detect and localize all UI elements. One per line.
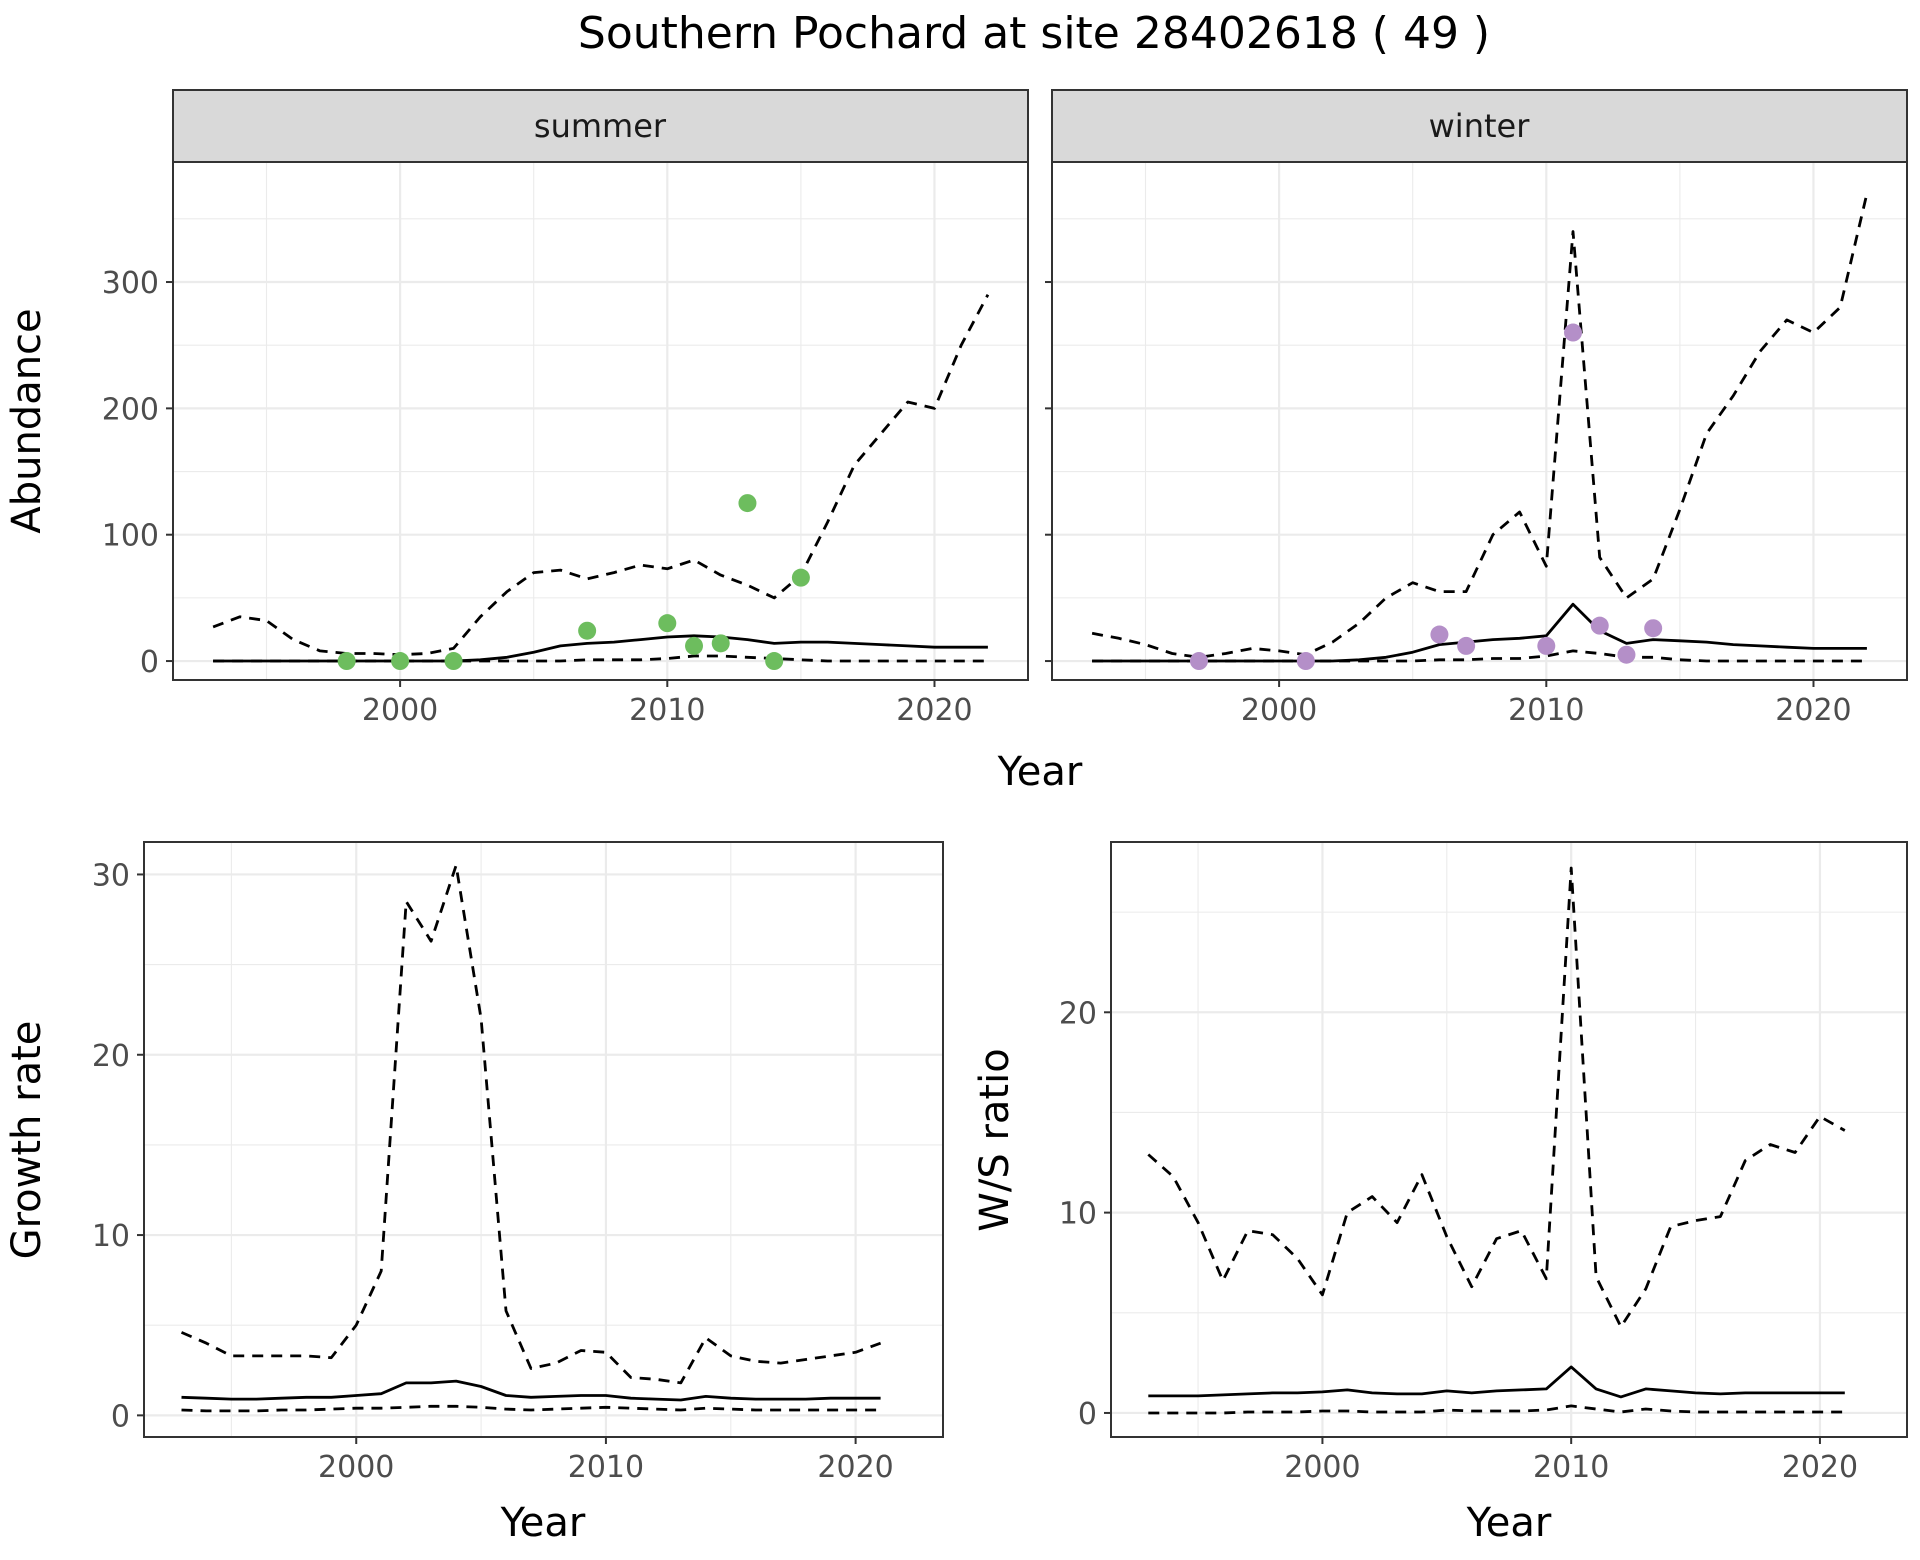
abundance-winter-x-tick-label: 2020 xyxy=(1775,693,1851,728)
abundance-winter-line-lower xyxy=(1092,649,1867,663)
ws-ratio-line-lower xyxy=(1148,1404,1845,1415)
strip-label-summer: summer xyxy=(534,107,667,145)
growth-rate-panel-border xyxy=(143,841,944,1438)
abundance-summer-x-tick-label: 2000 xyxy=(362,693,438,728)
strip-summer xyxy=(172,89,1029,163)
ws-ratio-line-upper xyxy=(1147,866,1846,1329)
abundance-summer-point xyxy=(791,568,810,587)
abundance-summer-point xyxy=(444,652,463,671)
abundance-winter-panel-border xyxy=(1051,161,1908,681)
strip-winter xyxy=(1051,89,1908,163)
abundance-winter-point xyxy=(1644,619,1663,638)
abundance-summer-line-upper xyxy=(212,294,990,657)
x-axis-label-abundance: Year xyxy=(997,749,1083,795)
growth-rate-y-tick-label: 30 xyxy=(92,858,130,893)
growth-rate-line-upper xyxy=(180,864,882,1385)
growth-rate-y-tick-label: 20 xyxy=(92,1039,130,1074)
abundance-summer-x-tick-label: 2020 xyxy=(896,693,972,728)
growth-rate-x-tick-label: 2020 xyxy=(817,1450,893,1485)
abundance-winter-point xyxy=(1617,645,1636,664)
abundance-winter-x-tick-label: 2000 xyxy=(1241,693,1317,728)
growth-rate-x-tick-label: 2000 xyxy=(318,1450,394,1485)
ws-ratio-y-tick-label: 0 xyxy=(1078,1397,1097,1432)
ws-ratio-panel-border xyxy=(1110,841,1908,1438)
growth-rate-y-tick-label: 10 xyxy=(92,1219,130,1254)
abundance-summer-point xyxy=(578,621,597,640)
abundance-summer-y-tick-label: 200 xyxy=(102,392,159,427)
ws-ratio-x-tick-label: 2000 xyxy=(1284,1450,1360,1485)
y-axis-label-ws-ratio: W/S ratio xyxy=(972,1048,1018,1231)
abundance-summer-y-tick-label: 100 xyxy=(102,519,159,554)
abundance-summer-y-tick-label: 0 xyxy=(140,645,159,680)
x-axis-label-growth-rate: Year xyxy=(500,1500,586,1546)
x-axis-label-ws-ratio: Year xyxy=(1466,1500,1552,1546)
growth-rate-line-mean xyxy=(181,1379,881,1402)
growth-rate-x-tick-label: 2010 xyxy=(568,1450,644,1485)
y-axis-label-growth-rate: Growth rate xyxy=(4,1021,50,1260)
panel-ws-ratio: 2000 2010 2020 0 10 20 W/S ratio Year xyxy=(972,841,1908,1546)
abundance-winter-point xyxy=(1296,652,1315,671)
ws-ratio-x-tick-label: 2020 xyxy=(1782,1450,1858,1485)
abundance-winter-point xyxy=(1564,323,1583,342)
ws-ratio-line-mean xyxy=(1148,1365,1845,1399)
abundance-winter-point xyxy=(1537,636,1556,655)
abundance-summer-point xyxy=(337,652,356,671)
panel-growth-rate: 2000 2010 2020 0 10 20 30 Growth rate Year xyxy=(4,841,944,1546)
abundance-summer-point xyxy=(765,652,784,671)
abundance-summer-x-tick-label: 2010 xyxy=(629,693,705,728)
abundance-summer-point xyxy=(685,636,704,655)
abundance-summer-point xyxy=(391,652,410,671)
abundance-summer-point xyxy=(738,494,757,513)
figure-title: Southern Pochard at site 28402618 ( 49 ) xyxy=(578,8,1490,59)
ws-ratio-x-tick-label: 2010 xyxy=(1533,1450,1609,1485)
abundance-winter-line-mean xyxy=(1092,602,1867,663)
abundance-summer-y-tick-label: 300 xyxy=(102,266,159,301)
abundance-winter-x-tick-label: 2010 xyxy=(1508,693,1584,728)
abundance-summer-point xyxy=(658,614,677,633)
ws-ratio-y-tick-label: 10 xyxy=(1059,1197,1097,1232)
abundance-winter-point xyxy=(1457,636,1476,655)
growth-rate-y-tick-label: 0 xyxy=(111,1399,130,1434)
abundance-winter-point xyxy=(1590,616,1609,635)
growth-rate-line-lower xyxy=(181,1404,881,1413)
abundance-winter-point xyxy=(1189,652,1208,671)
ws-ratio-y-tick-label: 20 xyxy=(1059,996,1097,1031)
panel-abundance-winter: winter 2000 2010 2020 xyxy=(1045,89,1908,728)
abundance-summer-panel-border xyxy=(172,161,1029,681)
abundance-winter-point xyxy=(1430,625,1449,644)
panel-abundance-summer: summer 2000 2010 2020 0 100 200 300 Abundance xyxy=(4,89,1029,728)
y-axis-label-abundance: Abundance xyxy=(4,308,50,533)
abundance-summer-line-lower xyxy=(213,654,988,663)
strip-label-winter: winter xyxy=(1429,107,1531,145)
abundance-summer-point xyxy=(711,634,730,653)
